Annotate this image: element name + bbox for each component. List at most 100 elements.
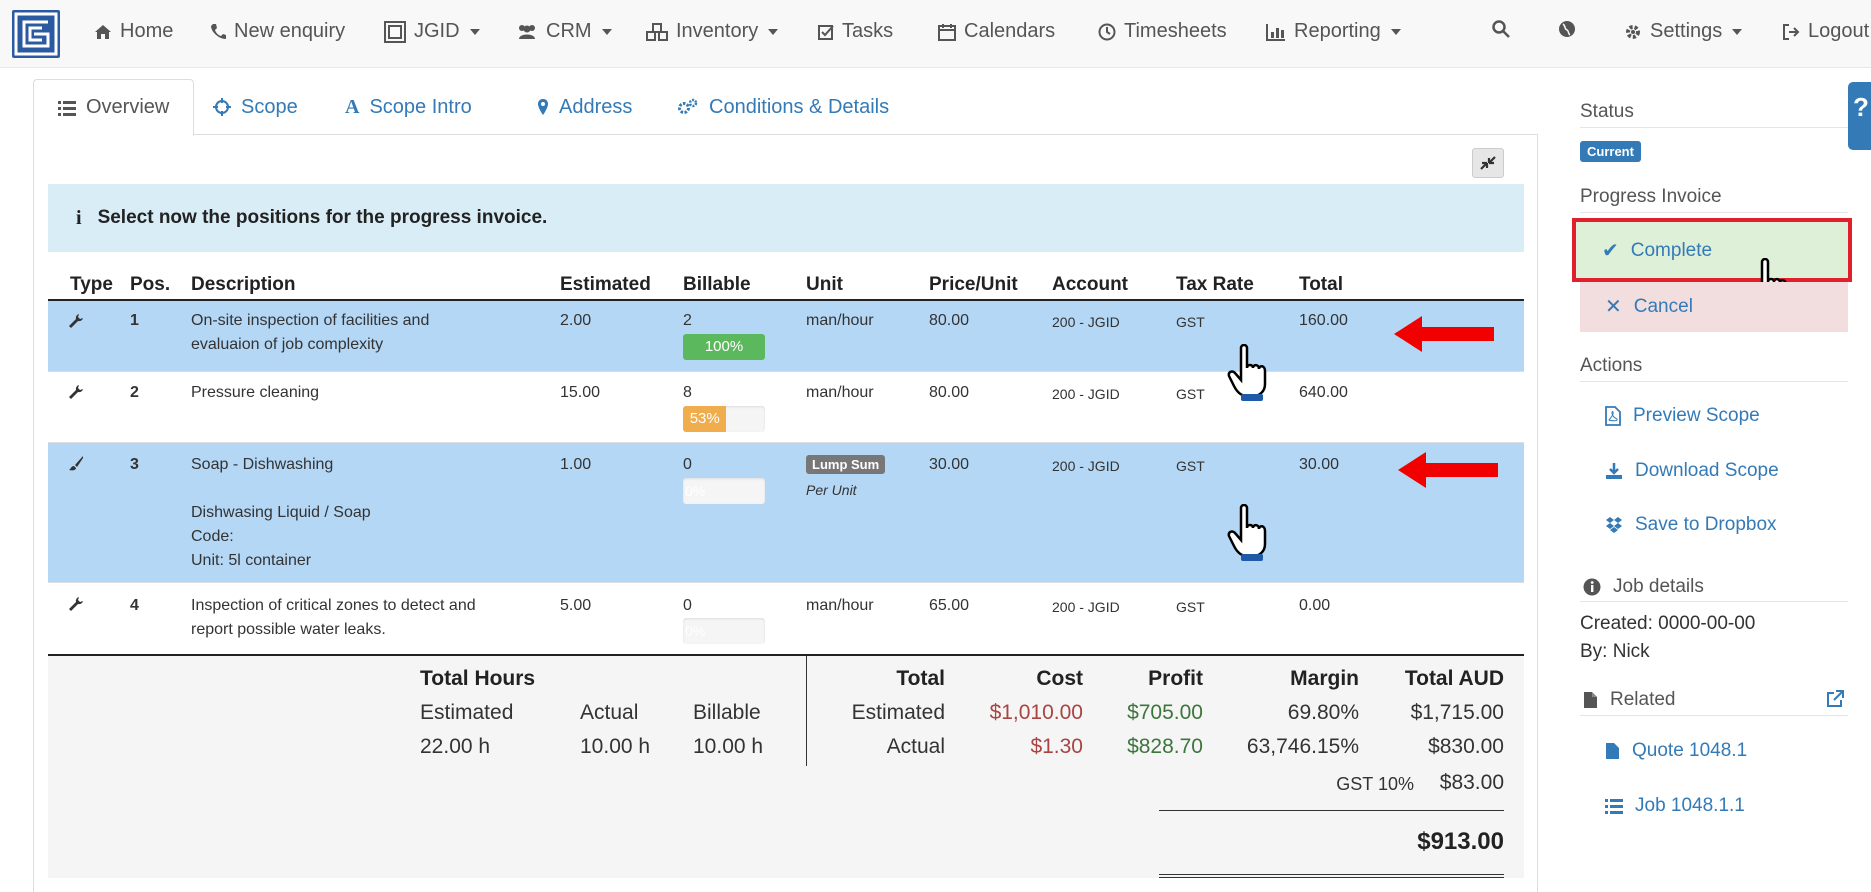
save-to-dropbox-link[interactable]: Save to Dropbox (1605, 514, 1777, 536)
tab-address[interactable]: Address (513, 79, 656, 135)
row-3-price: 30.00 (929, 456, 970, 473)
row-3-billable-value: 0 (683, 456, 692, 473)
tab-scope-intro-label: Scope Intro (369, 95, 472, 118)
paint-brush-icon (69, 456, 83, 471)
preview-scope-link[interactable]: Preview Scope (1605, 405, 1760, 427)
hours-estimated-value: 22.00 h (420, 735, 491, 758)
nav-logout-label: Logout (1808, 20, 1870, 42)
related-quote-link[interactable]: Quote 1048.1 (1605, 740, 1747, 762)
actual-total: $830.00 (1428, 735, 1504, 758)
row-4-total: 0.00 (1299, 597, 1331, 614)
nav-new-enquiry[interactable]: New enquiry (210, 20, 345, 43)
col-header-description[interactable]: Description (191, 274, 296, 295)
external-link-icon[interactable] (1826, 690, 1844, 708)
nav-jgid[interactable]: JGID (384, 20, 480, 43)
download-scope-link[interactable]: Download Scope (1605, 460, 1779, 482)
table-row-3[interactable] (48, 443, 1524, 583)
related-quote-label: Quote 1048.1 (1632, 740, 1748, 761)
table-row-1[interactable] (48, 301, 1524, 372)
estimated-total: $1,715.00 (1410, 701, 1504, 724)
row-3-description-line3: Dishwasing Liquid / Soap (191, 504, 371, 521)
calendar-icon (938, 23, 956, 41)
download-icon (1606, 463, 1622, 479)
table-row-2[interactable] (48, 372, 1524, 443)
cancel-button[interactable]: ✕ Cancel (1580, 282, 1848, 332)
info-message: Select now the positions for the progres… (97, 207, 548, 228)
tab-bar: Overview Scope A Scope Intro Address Con… (33, 79, 1538, 136)
file-pdf-icon (1605, 406, 1621, 426)
row-3-billable-progress[interactable]: 0% (683, 478, 765, 504)
col-header-unit[interactable]: Unit (806, 274, 843, 295)
question-icon: ? (1853, 92, 1869, 122)
related-job-link[interactable]: Job 1048.1.1 (1605, 795, 1745, 817)
row-2-tax: GST (1176, 386, 1205, 402)
info-icon: i (76, 206, 82, 229)
nav-search[interactable] (1492, 20, 1510, 38)
col-header-pos[interactable]: Pos. (130, 274, 171, 295)
row-2-billable-value: 8 (683, 384, 692, 401)
row-2-billable-progress[interactable]: 53% (683, 406, 765, 432)
gear-icon (1626, 24, 1640, 39)
col-header-total[interactable]: Total (1299, 274, 1343, 295)
row-3-description-line1: Soap - Dishwashing (191, 456, 334, 473)
map-marker-icon (538, 99, 548, 115)
row-1-pos: 1 (130, 312, 139, 329)
row-4-progress-text: 0% (685, 623, 706, 639)
nav-reporting[interactable]: Reporting (1266, 20, 1401, 43)
nav-logout[interactable]: Logout (1782, 20, 1869, 43)
tab-scope[interactable]: Scope (189, 79, 322, 135)
complete-button[interactable]: ✔ Complete (1572, 218, 1852, 282)
hours-actual-label: Actual (580, 701, 639, 724)
tab-scope-intro[interactable]: A Scope Intro (321, 79, 496, 135)
row-4-billable-progress[interactable]: 0% (683, 618, 765, 644)
divider (1580, 381, 1848, 382)
totals-section (48, 654, 1524, 878)
row-3-progress-text: 0% (685, 483, 706, 499)
nav-calendars[interactable]: Calendars (938, 20, 1055, 43)
row-2-estimated: 15.00 (560, 384, 601, 401)
close-icon: ✕ (1605, 296, 1622, 318)
cogs-icon (678, 98, 698, 114)
col-header-price-unit[interactable]: Price/Unit (929, 274, 1018, 295)
complete-link[interactable]: ✔ Complete (1602, 238, 1712, 263)
divider (1580, 127, 1848, 128)
divider (1580, 715, 1848, 716)
col-header-billable[interactable]: Billable (683, 274, 751, 295)
tab-conditions-details[interactable]: Conditions & Details (653, 79, 913, 135)
status-badge: Current (1580, 141, 1641, 162)
tab-overview[interactable]: Overview (33, 79, 195, 136)
top-navbar: Home New enquiry JGID CRM Inventory Task… (0, 0, 1871, 68)
actual-cost: $1.30 (1030, 735, 1083, 758)
nav-home[interactable]: Home (94, 20, 173, 43)
nav-inventory[interactable]: Inventory (646, 20, 779, 43)
hours-actual-value: 10.00 h (580, 735, 651, 758)
col-header-tax-rate[interactable]: Tax Rate (1176, 274, 1254, 295)
fin-header-profit: Profit (1148, 667, 1203, 690)
home-icon (95, 24, 111, 39)
row-2-price: 80.00 (929, 384, 970, 401)
row-1-billable-progress[interactable]: 100% (683, 334, 765, 360)
row-3-unit-badge: Lump Sum (806, 455, 886, 474)
hand-pointer-icon (1227, 344, 1267, 401)
clock-icon (1098, 23, 1116, 40)
app-logo[interactable] (12, 10, 60, 58)
nav-calendars-label: Calendars (964, 20, 1056, 42)
chevron-down-icon (1732, 28, 1743, 35)
row-3-total: 30.00 (1299, 456, 1340, 473)
nav-settings[interactable]: Settings (1624, 20, 1743, 43)
col-header-account[interactable]: Account (1052, 274, 1128, 295)
row-4-unit: man/hour (806, 597, 874, 614)
help-tab[interactable]: ? (1848, 82, 1871, 150)
nav-timesheets[interactable]: Timesheets (1098, 20, 1227, 43)
cancel-link[interactable]: ✕ Cancel (1605, 294, 1693, 319)
nav-tasks[interactable]: Tasks (818, 20, 893, 43)
info-alert: i Select now the positions for the progr… (48, 184, 1524, 252)
nav-crm[interactable]: CRM (516, 20, 612, 43)
col-header-estimated[interactable]: Estimated (560, 274, 651, 295)
nav-globe[interactable] (1558, 20, 1576, 38)
chevron-down-icon (768, 28, 779, 35)
col-header-type[interactable]: Type (70, 274, 113, 295)
collapse-button[interactable] (1472, 148, 1504, 178)
check-icon: ✔ (1602, 240, 1619, 262)
check-square-icon (818, 24, 834, 40)
